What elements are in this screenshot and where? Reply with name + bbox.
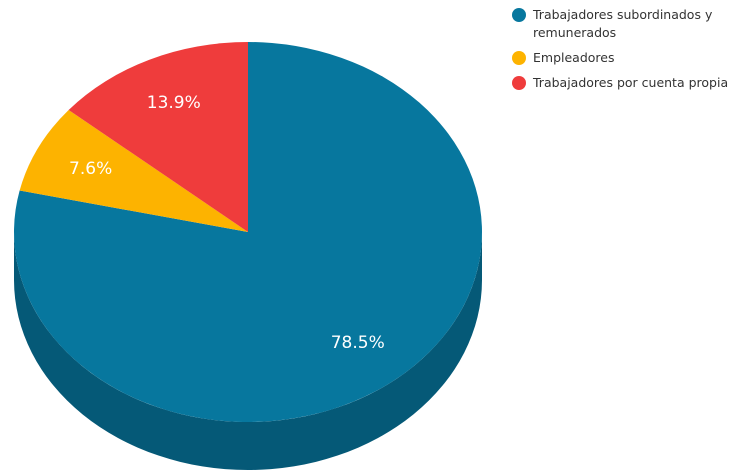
slice-side [14, 232, 482, 470]
legend: Trabajadores subordinados y remunerados E… [512, 6, 752, 99]
legend-item: Trabajadores subordinados y remunerados [512, 6, 752, 42]
legend-item: Empleadores [512, 49, 752, 67]
legend-label: Empleadores [533, 50, 615, 65]
legend-swatch [512, 76, 526, 90]
legend-label: Trabajadores por cuenta propia [533, 75, 729, 90]
slice [68, 42, 248, 232]
legend-label: Trabajadores subordinados y remunerados [533, 7, 713, 40]
legend-item: Trabajadores por cuenta propia [512, 74, 752, 92]
legend-swatch [512, 8, 526, 22]
slice-label: 13.9% [147, 93, 201, 113]
slice-label: 78.5% [331, 333, 385, 353]
slice-label: 7.6% [69, 159, 112, 179]
slice [13, 42, 482, 423]
slice [19, 109, 248, 232]
legend-swatch [512, 51, 526, 65]
